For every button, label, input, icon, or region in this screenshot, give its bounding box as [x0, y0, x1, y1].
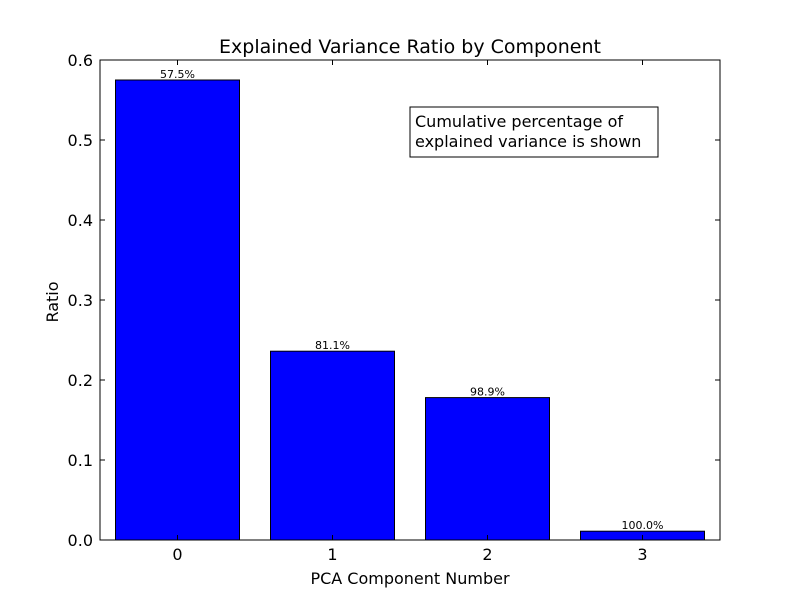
annotation-frame: [409, 106, 659, 158]
axes-group: 0 1 2 3 0.0 0.1 0.2 0.3 0.4 0.5 0.6: [68, 51, 720, 564]
annotation-box: Cumulative percentage of explained varia…: [409, 106, 659, 158]
data-labels-group: 57.5% 81.1% 98.9% 100.0%: [160, 68, 663, 532]
plot-frame: [99, 59, 721, 541]
bar-1: [270, 350, 395, 541]
y-tick-label-0.6: 0.6: [68, 51, 93, 70]
x-tick-label-2: 2: [482, 545, 492, 564]
y-tick-label-0.5: 0.5: [68, 131, 93, 150]
chart-title: Explained Variance Ratio by Component: [219, 36, 601, 58]
bar-2: [425, 397, 550, 541]
data-label-2: 98.9%: [470, 386, 505, 399]
y-tick-label-0.0: 0.0: [68, 531, 93, 550]
x-tick-label-0: 0: [172, 545, 182, 564]
annotation-line-1: Cumulative percentage of: [415, 112, 623, 131]
x-axis-label: PCA Component Number: [310, 569, 510, 588]
data-label-3: 100.0%: [622, 519, 664, 532]
y-tick-label-0.4: 0.4: [68, 211, 93, 230]
y-tick-label-0.2: 0.2: [68, 371, 93, 390]
bar-0: [115, 79, 240, 541]
x-tick-label-3: 3: [637, 545, 647, 564]
data-label-0: 57.5%: [160, 68, 195, 81]
bars-group: [115, 79, 705, 541]
x-tick-label-1: 1: [327, 545, 337, 564]
annotation-line-2: explained variance is shown: [415, 132, 641, 151]
y-tick-label-0.3: 0.3: [68, 291, 93, 310]
y-tick-label-0.1: 0.1: [68, 451, 93, 470]
y-axis-label: Ratio: [43, 281, 62, 322]
data-label-1: 81.1%: [315, 339, 350, 352]
